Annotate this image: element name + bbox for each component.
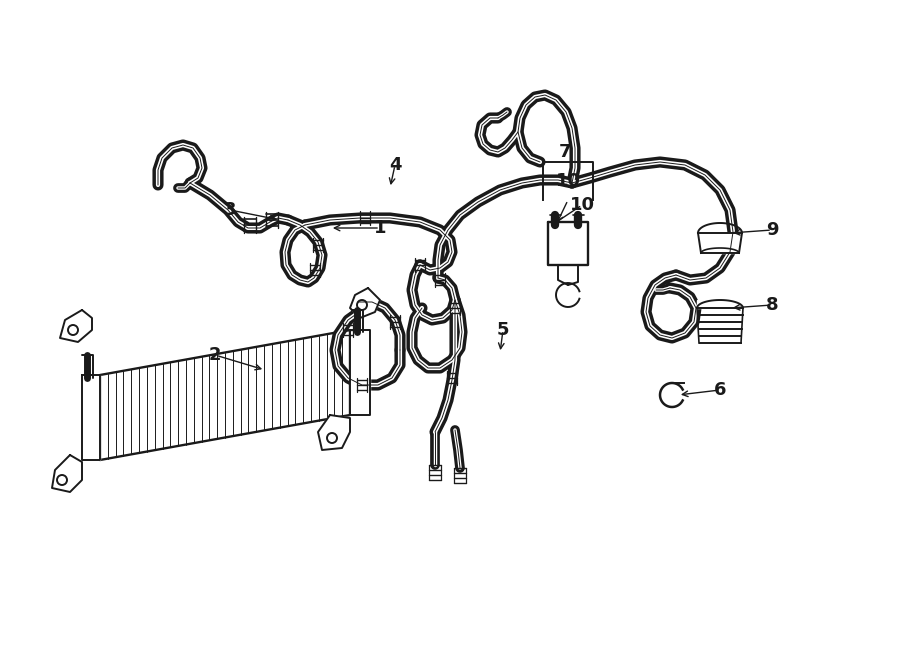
Text: 2: 2	[209, 346, 221, 364]
Text: 6: 6	[714, 381, 726, 399]
Polygon shape	[350, 288, 380, 318]
Polygon shape	[697, 300, 743, 308]
Text: 8: 8	[766, 296, 778, 314]
Text: 10: 10	[570, 196, 595, 214]
Text: 3: 3	[224, 201, 236, 219]
Text: 5: 5	[497, 321, 509, 339]
Polygon shape	[548, 222, 588, 265]
Text: 4: 4	[389, 156, 401, 174]
Polygon shape	[698, 233, 742, 253]
Text: 1: 1	[374, 219, 386, 237]
Polygon shape	[100, 330, 350, 460]
Polygon shape	[52, 455, 82, 492]
Polygon shape	[318, 415, 350, 450]
Polygon shape	[350, 330, 370, 415]
Text: 10: 10	[555, 172, 580, 190]
Polygon shape	[82, 375, 100, 460]
Text: 7: 7	[559, 143, 572, 161]
Text: 9: 9	[766, 221, 778, 239]
Polygon shape	[60, 310, 92, 342]
